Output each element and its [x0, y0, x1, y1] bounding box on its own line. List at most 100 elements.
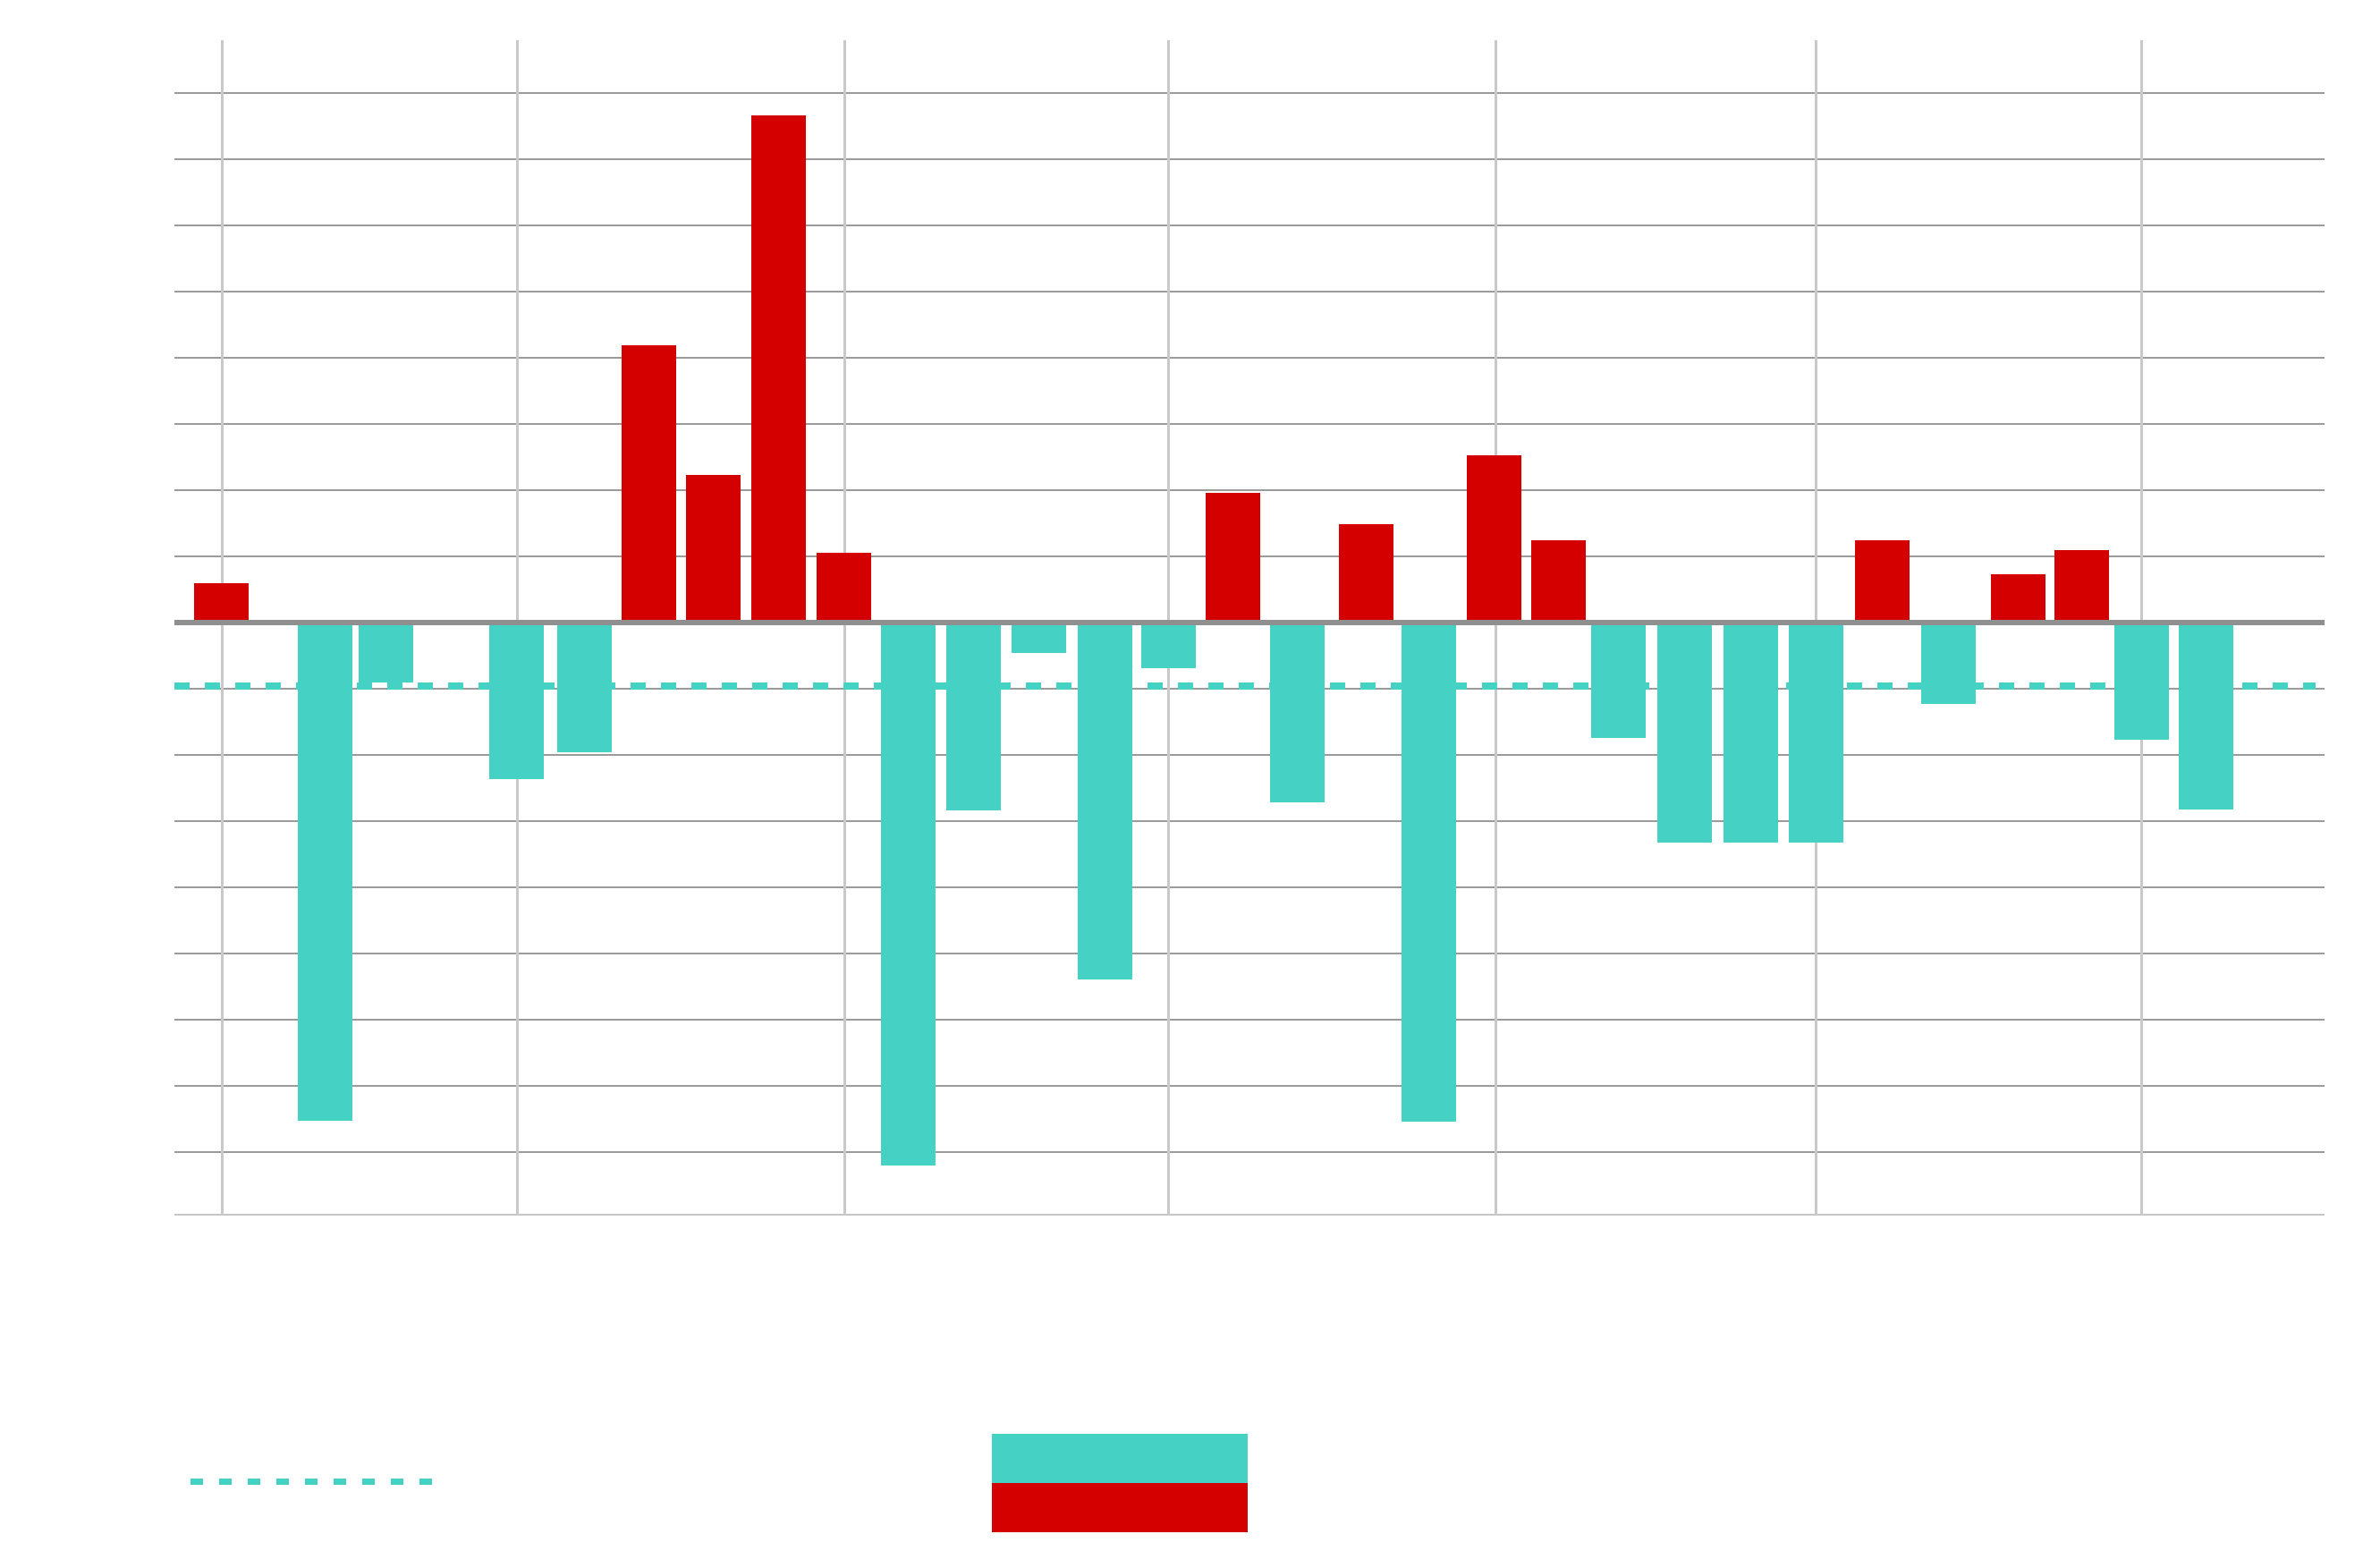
- reference-line-dash: [2121, 682, 2136, 690]
- horizontal-gridline: [174, 225, 2325, 226]
- bar-negative: [1012, 623, 1066, 654]
- horizontal-gridline: [174, 1151, 2325, 1153]
- reference-line-dash: [843, 682, 859, 690]
- reference-line-dash: [1178, 682, 1193, 690]
- reference-line-dash: [2242, 682, 2257, 690]
- horizontal-gridline: [174, 820, 2325, 822]
- bar-positive: [194, 583, 249, 623]
- reference-line-dash: [266, 682, 281, 690]
- reference-line-dash: [752, 682, 767, 690]
- reference-line-dash: [1756, 682, 1771, 690]
- reference-line-dash: [1634, 682, 1649, 690]
- reference-line-dash: [2090, 682, 2105, 690]
- vertical-gridline: [220, 40, 224, 1215]
- reference-line-dash: [935, 682, 950, 690]
- bar-negative: [298, 623, 352, 1122]
- reference-line-dash: [2273, 682, 2288, 690]
- horizontal-gridline: [174, 489, 2325, 491]
- reference-line-dash: [1908, 682, 1923, 690]
- horizontal-gridline: [174, 357, 2325, 359]
- reference-line-dash: [1421, 682, 1436, 690]
- horizontal-gridline: [174, 1019, 2325, 1021]
- reference-line-dash: [1117, 682, 1132, 690]
- horizontal-gridline: [174, 886, 2325, 888]
- reference-line-dash: [357, 682, 372, 690]
- plot-bottom-frame-line: [174, 1214, 2325, 1216]
- reference-line-dash: [1664, 682, 1680, 690]
- legend-negative-series-swatch: [992, 1434, 1248, 1483]
- vertical-gridline: [843, 40, 846, 1215]
- reference-line-dash: [448, 682, 463, 690]
- bar-positive: [1991, 573, 2045, 623]
- bar-negative: [1657, 623, 1712, 843]
- legend-dash: [276, 1478, 289, 1485]
- reference-line-dash: [722, 682, 737, 690]
- reference-line-dash: [418, 682, 433, 690]
- bar-negative: [1789, 623, 1843, 843]
- reference-line-dash: [2212, 682, 2227, 690]
- reference-line-dash: [1452, 682, 1467, 690]
- bar-negative: [1591, 623, 1646, 738]
- reference-line-dash: [509, 682, 524, 690]
- bar-negative: [946, 623, 1001, 811]
- reference-line-dash: [235, 682, 250, 690]
- bar-positive: [1855, 540, 1910, 623]
- reference-line-dash: [1330, 682, 1345, 690]
- reference-line-dash: [813, 682, 828, 690]
- reference-line-dash: [326, 682, 342, 690]
- horizontal-gridline: [174, 754, 2325, 756]
- horizontal-gridline: [174, 158, 2325, 160]
- reference-line-dash: [1573, 682, 1588, 690]
- bar-negative: [1724, 623, 1778, 843]
- reference-line-dash: [1239, 682, 1254, 690]
- horizontal-gridline: [174, 953, 2325, 954]
- reference-line-dash: [995, 682, 1011, 690]
- legend-dash: [219, 1478, 232, 1485]
- legend-dash: [419, 1478, 432, 1485]
- bar-negative: [2114, 623, 2169, 740]
- reference-line-dash: [1817, 682, 1832, 690]
- vertical-gridline: [1494, 40, 1497, 1215]
- reference-line-dash: [174, 682, 190, 690]
- reference-line-dash: [1300, 682, 1315, 690]
- bar-negative: [1141, 623, 1196, 669]
- bar-positive: [751, 115, 806, 623]
- legend-dash: [334, 1478, 346, 1485]
- horizontal-gridline: [174, 92, 2325, 94]
- reference-line-dash: [1543, 682, 1558, 690]
- bar-negative: [1078, 623, 1132, 979]
- horizontal-gridline: [174, 291, 2325, 292]
- bar-positive: [1467, 454, 1521, 623]
- reference-line-dash: [691, 682, 707, 690]
- reference-line-dash: [1604, 682, 1619, 690]
- bar-negative: [881, 623, 936, 1165]
- reference-line-dash: [387, 682, 402, 690]
- reference-line-dash: [1786, 682, 1801, 690]
- reference-line-dash: [1725, 682, 1741, 690]
- reference-line-dash: [479, 682, 494, 690]
- reference-line-dash: [1512, 682, 1528, 690]
- reference-line-dash: [1938, 682, 1953, 690]
- reference-line-dash: [2151, 682, 2166, 690]
- bar-positive: [1339, 523, 1393, 623]
- bar-negative: [2179, 623, 2233, 809]
- reference-line-dash: [904, 682, 919, 690]
- reference-line-dash: [1391, 682, 1406, 690]
- reference-line-dash: [1148, 682, 1163, 690]
- reference-line-dash: [570, 682, 585, 690]
- reference-line-dash: [965, 682, 980, 690]
- legend-dash: [248, 1478, 260, 1485]
- reference-line-dash: [1877, 682, 1893, 690]
- bar-positive: [686, 474, 741, 623]
- legend-dash: [391, 1478, 403, 1485]
- reference-line-dash: [1847, 682, 1862, 690]
- reference-line-dash: [539, 682, 555, 690]
- reference-line-dash: [874, 682, 889, 690]
- bar-negative: [489, 623, 544, 779]
- reference-line-dash: [1208, 682, 1224, 690]
- bar-negative: [1402, 623, 1456, 1122]
- bar-positive: [1531, 540, 1586, 623]
- reference-line-dash: [631, 682, 646, 690]
- zero-axis-line: [174, 620, 2325, 625]
